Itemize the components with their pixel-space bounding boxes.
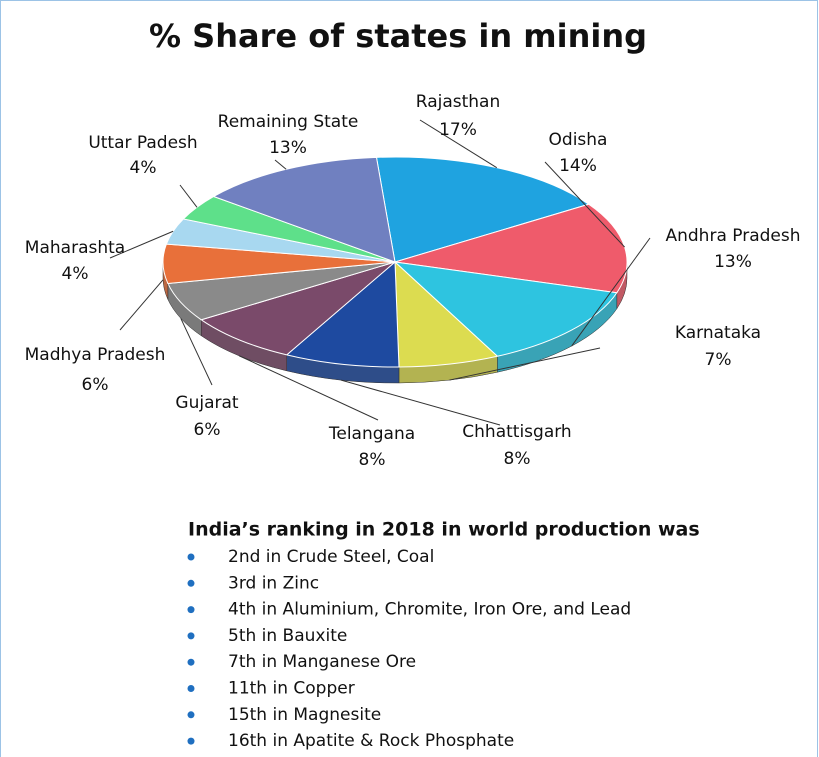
slice-label: Gujarat [175,393,238,413]
slice-label: Rajasthan [416,92,501,112]
slice-value-label: 14% [559,156,597,176]
leader-line [571,237,651,347]
leader-line [119,279,164,331]
leader-line [341,379,501,426]
leader-line [238,355,379,421]
slice-value-label: 7% [705,350,732,370]
slice-label: Remaining State [218,112,359,132]
leader-line [419,119,498,169]
chart-title: % Share of states in mining [149,17,647,55]
slice-value-label: 6% [82,375,109,395]
slice-value-label: 4% [62,264,89,284]
bullet [187,737,195,745]
ranking-item: 2nd in Crude Steel, Coal [228,547,434,567]
bullet [187,553,195,561]
slice-value-label: 8% [359,450,386,470]
slice-label: Maharashta [25,238,125,258]
ranking-item: 16th in Apatite & Rock Phosphate [228,731,514,751]
pie-slice [393,261,618,357]
leader-line [179,184,198,208]
bullet [187,579,195,587]
slice-label: Uttar Padesh [88,133,197,153]
ranking-item: 4th in Aluminium, Chromite, Iron Ore, an… [228,600,631,620]
slice-value-label: 13% [269,138,307,158]
pie-slice [212,156,396,263]
ranking-item: 11th in Copper [228,679,355,699]
ranking-item: 15th in Magnesite [228,705,381,725]
slice-value-label: 17% [439,120,477,140]
pie-slice [285,260,400,368]
bullet [187,685,195,692]
slice-value-label: 4% [130,158,157,178]
leader-line [109,230,174,259]
leader-line [449,347,601,381]
ranking-item: 7th in Manganese Ore [228,652,416,672]
ranking-item: 3rd in Zinc [228,573,319,593]
leader-line [544,161,626,248]
pie-slice [375,156,590,263]
slice-label: Andhra Pradesh [665,226,800,246]
bullet [187,658,195,666]
slice-value-label: 8% [504,449,531,469]
leader-line [274,159,287,170]
leader-line [180,318,213,386]
bullet [187,711,195,719]
slice-value-label: 13% [714,252,752,272]
ranking-item: 5th in Bauxite [228,626,347,646]
bullet [187,606,195,614]
slice-value-label: 6% [194,420,221,440]
bullet [187,632,195,640]
pie-slice [394,260,499,368]
slice-label: Chhattisgarh [462,422,571,442]
ranking-heading: India’s ranking in 2018 in world product… [188,519,700,541]
pie-slice [200,261,396,356]
slice-label: Telangana [328,424,415,444]
slice-label: Madhya Pradesh [25,345,166,365]
slice-label: Karnataka [675,323,761,343]
slice-label: Odisha [549,130,608,150]
